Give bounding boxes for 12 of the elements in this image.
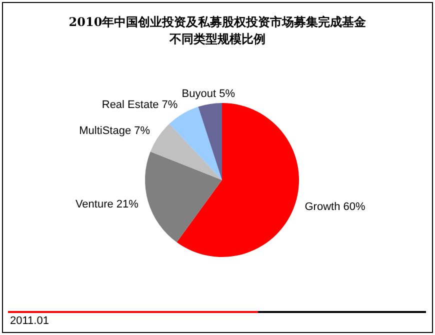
pie-slice [150, 124, 222, 180]
slice-label: Venture 21% [75, 198, 139, 210]
pie-slice [176, 103, 299, 257]
slice-label: MultiStage 7% [79, 125, 150, 138]
text: 2011.01 [10, 315, 49, 327]
slice-label: Real Estate 7% [102, 99, 178, 112]
slice-label: Growth 60% [304, 200, 366, 213]
chart-title: 2010年中国创业投资及私募股权投资市场募集完成基金不同类型规模比例 [68, 14, 368, 48]
pie-slice [145, 152, 222, 242]
pie-slice [198, 103, 222, 180]
pie-slice [169, 106, 222, 180]
slice-label: Buyout 5% [182, 88, 236, 100]
